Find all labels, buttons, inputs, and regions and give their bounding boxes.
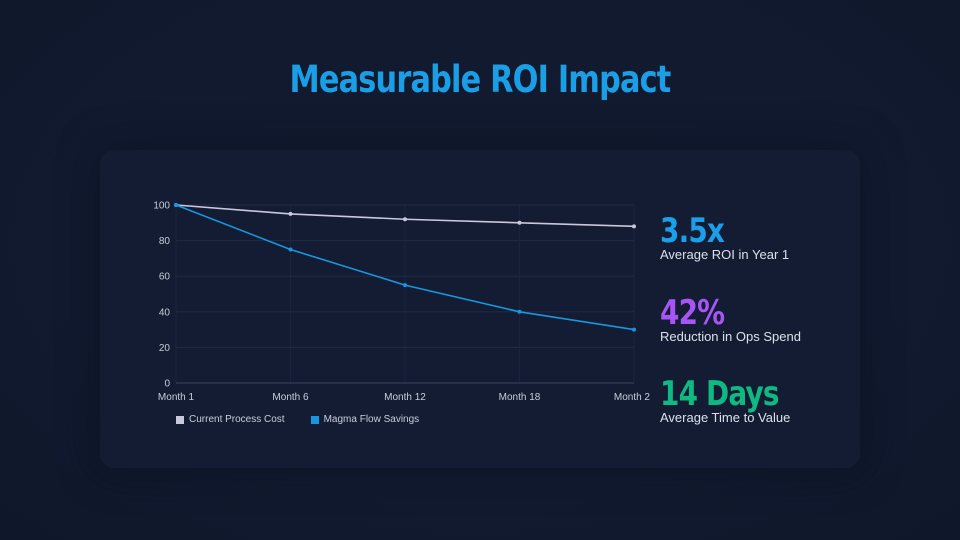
stat-roi: 3.5x Average ROI in Year 1	[660, 212, 789, 262]
y-tick-label: 100	[153, 201, 170, 212]
x-tick-label: Month 6	[272, 392, 309, 403]
legend-item-current-cost[interactable]: Current Process Cost	[176, 414, 285, 425]
y-tick-label: 40	[159, 307, 171, 318]
stat-ops-reduction: 42% Reduction in Ops Spend	[660, 294, 801, 344]
legend-item-magma-savings[interactable]: Magma Flow Savings	[310, 414, 420, 425]
legend-swatch-current-cost	[176, 415, 184, 424]
y-tick-label: 20	[159, 343, 171, 354]
x-tick-label: Month 12	[384, 392, 426, 403]
slide-title: Measurable ROI Impact	[289, 58, 672, 101]
stat-ops-reduction-label: Reduction in Ops Spend	[660, 329, 801, 344]
data-point-0[interactable]	[517, 220, 522, 225]
data-point-1[interactable]	[288, 247, 293, 252]
data-point-1[interactable]	[403, 283, 407, 288]
data-point-0[interactable]	[403, 217, 407, 222]
stat-roi-label: Average ROI in Year 1	[660, 247, 790, 262]
chart-series	[174, 203, 636, 332]
y-tick-label: 60	[159, 272, 171, 283]
x-tick-label: Month 2	[614, 392, 651, 403]
chart-gridlines	[175, 204, 635, 384]
chart-legend: Current Process Cost Magma Flow Savings	[176, 414, 419, 425]
y-tick-label: 80	[159, 236, 171, 247]
stat-time-to-value: 14 Days Average Time to Value	[660, 375, 805, 425]
data-point-0[interactable]	[288, 211, 293, 216]
chart-axes: 0 20 40 60 80 100 Month 1 Month 6 Month 12 Month …	[153, 201, 650, 404]
legend-label-current-cost: Current Process Cost	[189, 414, 285, 425]
chart-panel	[100, 150, 860, 468]
stat-roi-value: 3.5x	[660, 211, 725, 251]
stat-ops-reduction-value: 42%	[660, 293, 725, 333]
stat-time-to-value-label: Average Time to Value	[660, 410, 791, 425]
x-tick-label: Month 18	[499, 392, 541, 403]
legend-label-magma-savings: Magma Flow Savings	[323, 414, 420, 425]
y-tick-label: 0	[164, 379, 170, 390]
legend-swatch-magma-savings	[310, 415, 319, 424]
x-tick-label: Month 1	[158, 392, 195, 403]
data-point-1[interactable]	[517, 309, 522, 314]
data-point-1[interactable]	[174, 203, 178, 207]
data-point-1[interactable]	[632, 327, 636, 332]
stat-time-to-value-value: 14 Days	[660, 374, 779, 414]
data-point-0[interactable]	[632, 224, 636, 229]
